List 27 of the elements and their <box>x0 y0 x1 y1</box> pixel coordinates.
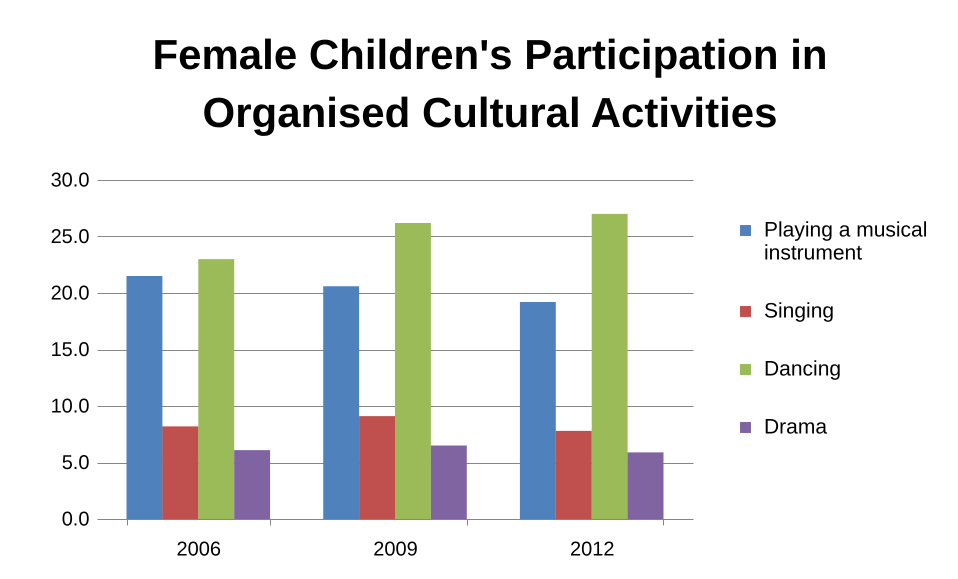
bar <box>198 259 234 519</box>
bar <box>430 446 467 519</box>
y-tick-label: 20.0 <box>50 282 90 304</box>
bar <box>520 302 556 519</box>
bar <box>126 276 162 519</box>
legend-label: Drama <box>764 416 828 438</box>
legend-label: Dancing <box>764 358 842 380</box>
bar <box>162 426 198 519</box>
bar <box>592 214 628 519</box>
y-tick-label: 10.0 <box>50 396 90 418</box>
y-tick-label: 5.0 <box>62 452 90 474</box>
x-tick-label: 2012 <box>570 538 614 560</box>
bar <box>628 452 664 519</box>
legend-label: Playing a musical instrument <box>764 218 928 264</box>
x-tick-label: 2009 <box>373 538 418 560</box>
y-tick-label: 30.0 <box>50 170 90 192</box>
bar <box>323 286 360 519</box>
y-tick-label: 25.0 <box>50 226 90 248</box>
chart-title: Female Children's Participation in Organised Cultural Activities <box>152 31 828 136</box>
bar <box>556 430 592 519</box>
bar <box>395 222 431 519</box>
bar <box>359 416 395 519</box>
x-tick-label: 2006 <box>176 538 222 560</box>
legend-label: Singing <box>764 300 834 322</box>
y-tick-label: 0.0 <box>62 508 90 530</box>
y-tick-label: 15.0 <box>50 339 90 361</box>
bar <box>234 450 270 519</box>
